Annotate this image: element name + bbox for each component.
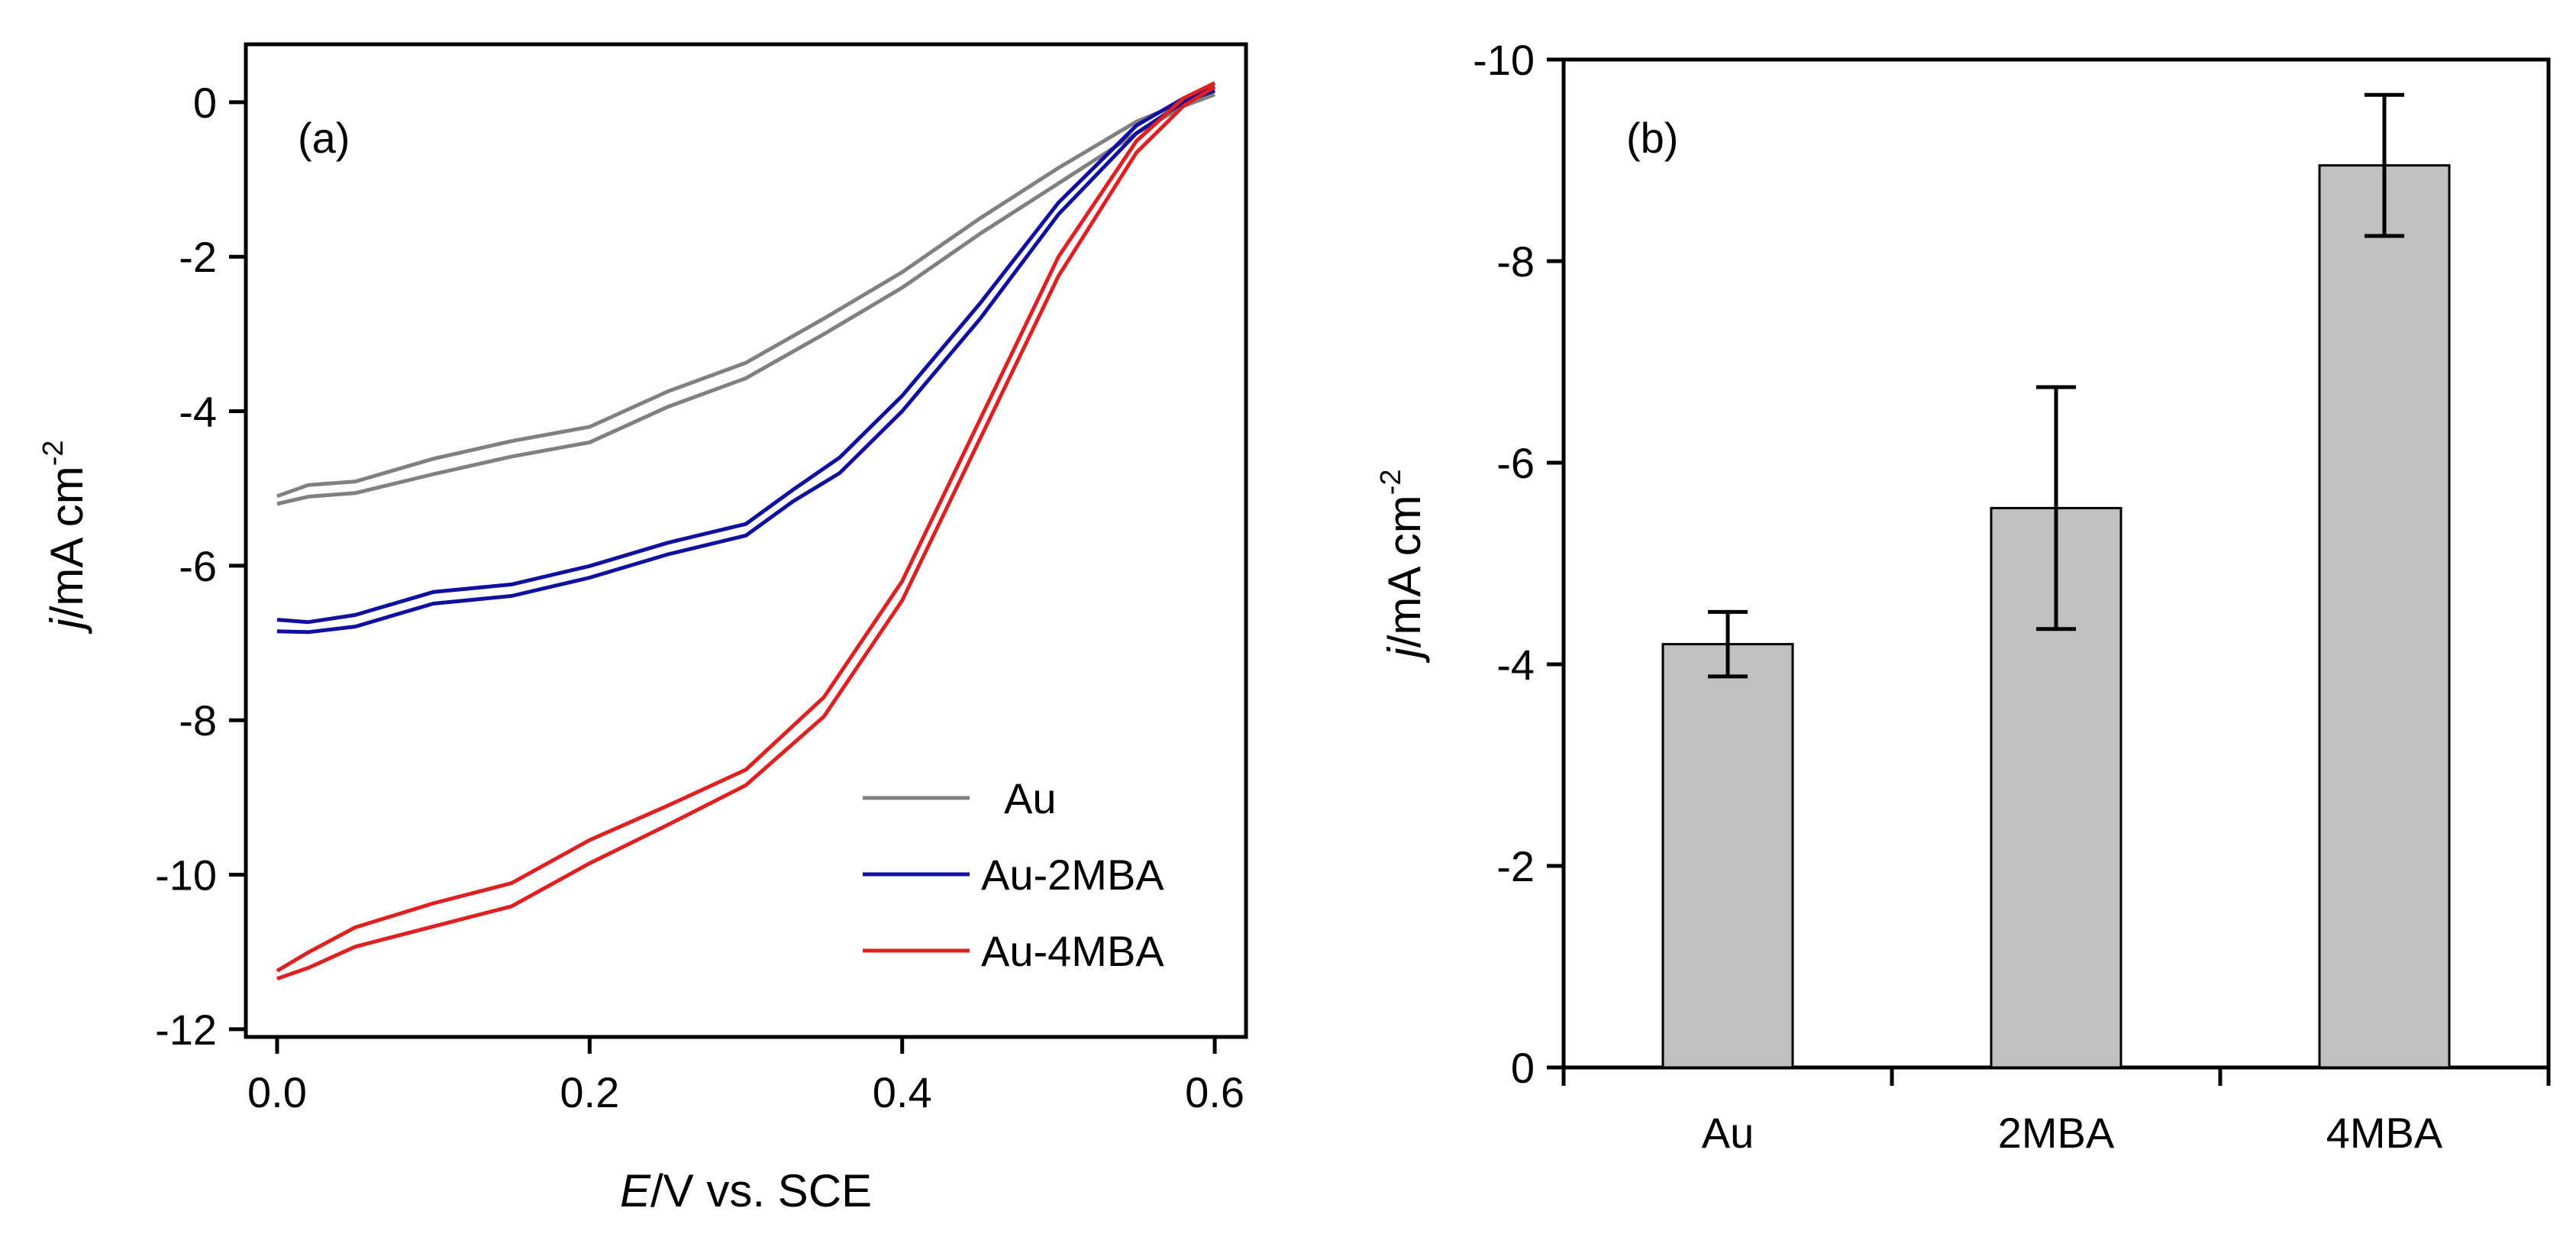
bar-au [1661,643,1794,1069]
y-label-italic: j [1379,647,1430,664]
panel-a-legend: Au Au-2MBA Au-4MBA [863,774,1164,975]
y-tick-label-5: -10 [1473,36,1535,84]
y-tick-label-0: 0 [193,79,217,127]
series-au-2mba-lower-line [276,89,1215,635]
y-label-rest: /mA cm [1379,495,1430,648]
x-tick-label-au: Au [1702,1109,1754,1157]
series-au-4mba-upper-line [276,81,1216,973]
y-tick-label-2: -4 [1496,641,1535,689]
y-label-exponent: -2 [37,440,69,466]
legend-label-2: Au-4MBA [981,927,1164,975]
series-au-upper-line [276,89,1215,499]
panel-a-y-axis-label: j/mA cm-2 [37,440,92,634]
y-tick-label-3: -6 [1496,439,1535,487]
y-tick-label-6: -12 [155,1006,217,1054]
panel-a-x-axis-label: E/V vs. SCE [620,1165,872,1216]
panel-a-frame [244,42,1248,1039]
panel-b-label: (b) [1626,114,1678,162]
y-tick-label-1: -2 [179,233,217,281]
panel-b-y-axis-label: j/mA cm-2 [1375,469,1430,663]
x-tick-label-3: 0.6 [1185,1068,1244,1116]
legend-label-1: Au-2MBA [981,851,1164,899]
x-label-rest: /V vs. SCE [650,1165,872,1216]
y-label-rest: /mA cm [41,466,92,618]
series-au-lower-line [276,92,1215,506]
y-label-exponent: -2 [1375,469,1407,495]
series-au-2mba-upper-line [276,85,1215,625]
panel-a-axes: 0.0 0.2 0.4 0.6 0 -2 -4 -6 -8 -10 -12 [155,79,1244,1116]
bar-4mba [2318,164,2451,1069]
x-tick-label-0: 0.0 [247,1068,307,1116]
y-tick-label-2: -4 [179,388,217,436]
x-tick-label-2mba: 2MBA [1998,1109,2115,1157]
y-tick-label-4: -8 [1496,237,1535,286]
panel-a: 0.0 0.2 0.4 0.6 0 -2 -4 -6 -8 -10 -12 (a) E/V vs. … [37,42,1248,1216]
y-tick-label-0: 0 [1511,1044,1535,1092]
y-tick-label-3: -6 [179,542,217,590]
x-label-italic: E [620,1165,651,1216]
x-tick-label-4mba: 4MBA [2326,1109,2443,1157]
series-au-4mba-lower-line [276,85,1216,981]
legend-label-0: Au [1004,774,1057,822]
y-label-italic: j [41,618,92,635]
panel-a-curves [276,81,1216,981]
panel-a-label: (a) [298,114,350,162]
panel-b-bars [1661,92,2451,1069]
x-tick-label-1: 0.2 [560,1068,619,1116]
y-tick-label-5: -10 [155,851,217,899]
panel-b-axes: 0 -2 -4 -6 -8 -10 Au 2MBA 4MBA [1473,36,2551,1157]
y-tick-label-4: -8 [179,696,217,744]
x-tick-label-2: 0.4 [873,1068,932,1116]
y-tick-label-1: -2 [1496,842,1535,890]
